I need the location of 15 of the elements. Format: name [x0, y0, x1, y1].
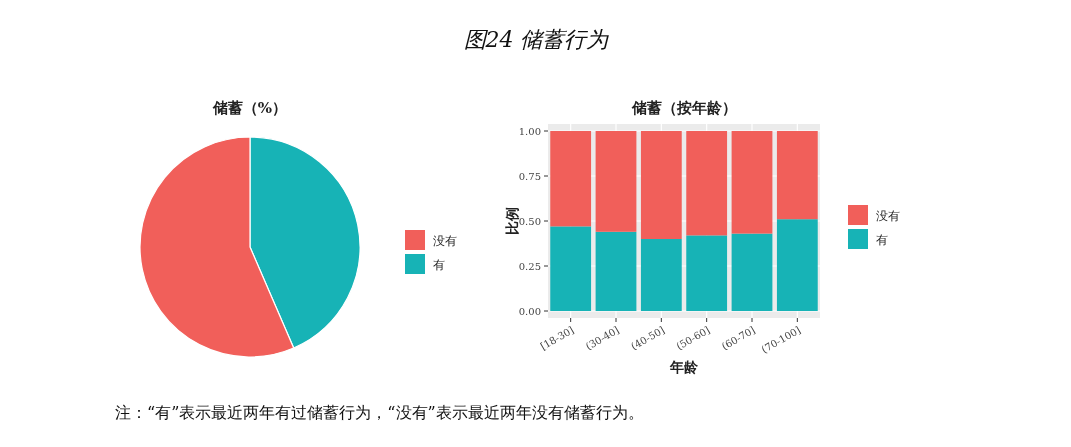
- caption: 图24 储蓄行为: [463, 27, 610, 52]
- text: 注：“有”表示最近两年有过储蓄行为，“没有”表示最近两年没有储蓄行为。: [115, 403, 644, 422]
- chart-title: 储蓄（按年龄）: [630, 99, 737, 117]
- legend-label: 有: [433, 258, 445, 272]
- chart-title: 储蓄（%）: [211, 99, 288, 117]
- legend-label: 没有: [876, 209, 900, 223]
- y-tick-label: 0.00: [518, 305, 541, 317]
- y-tick-label: 0.75: [518, 170, 541, 182]
- legend-label: 有: [876, 233, 888, 247]
- y-tick-label: 0.50: [518, 215, 541, 227]
- legend-label: 没有: [433, 234, 457, 248]
- y-tick-label: 0.25: [518, 260, 541, 272]
- y-axis-title: 比例: [504, 207, 520, 235]
- y-tick-label: 1.00: [518, 125, 541, 137]
- x-axis-title: 年龄: [669, 359, 699, 375]
